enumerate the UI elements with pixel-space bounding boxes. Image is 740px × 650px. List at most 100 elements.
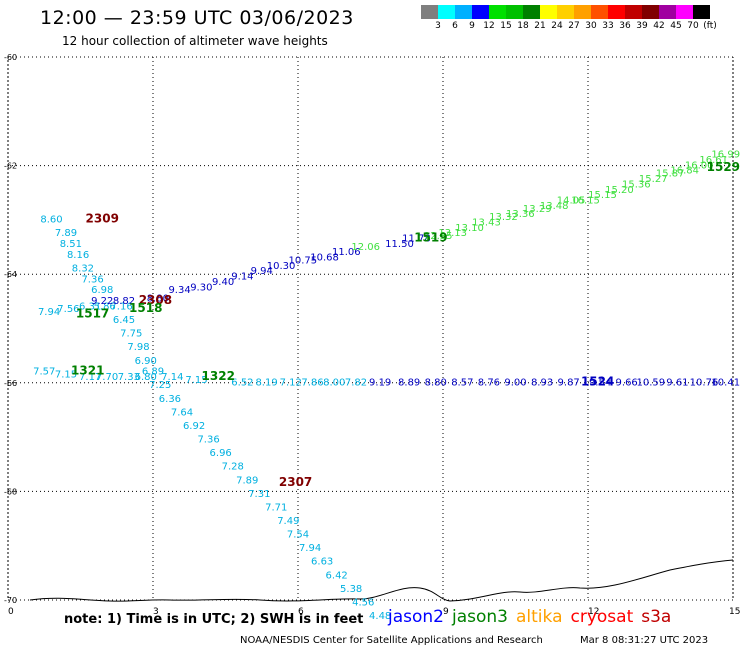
wave-height-label: 10.41 <box>711 378 740 389</box>
x-tick-label: 0 <box>8 607 14 617</box>
wave-height-label: 7.70 <box>96 372 118 383</box>
legend-swatch <box>523 5 540 19</box>
wave-height-label: 16.15 <box>571 196 600 207</box>
y-tick-label: -68 <box>4 487 17 496</box>
wave-height-label: 7.31 <box>248 489 270 500</box>
wave-height-label: 8.16 <box>67 250 89 261</box>
wave-height-label: 13.10 <box>455 223 484 234</box>
wave-height-label: 7.12 <box>280 378 302 389</box>
wave-height-label: 10.59 <box>637 378 666 389</box>
track-label: 1518 <box>129 301 162 315</box>
legend-swatch <box>642 5 659 19</box>
wave-height-label: 9.30 <box>190 282 212 293</box>
y-tick-label: -64 <box>4 270 17 279</box>
wave-height-label: 10.30 <box>267 261 296 272</box>
x-tick-label: 15 <box>729 607 740 617</box>
legend-swatch <box>540 5 557 19</box>
wave-height-label: 13.43 <box>472 217 501 228</box>
wave-height-label: 7.89 <box>55 228 77 239</box>
x-tick-label: 6 <box>298 607 304 617</box>
wave-height-label: 9.54 <box>589 378 611 389</box>
x-tick-label: 3 <box>153 607 159 617</box>
wave-height-label: 13.32 <box>489 212 518 223</box>
wave-height-label: 11.06 <box>332 247 361 258</box>
wave-height-label: 9.14 <box>231 272 253 283</box>
wave-height-label: 8.51 <box>60 239 82 250</box>
legend-swatch <box>625 5 642 19</box>
wave-height-label: 6.45 <box>113 315 135 326</box>
wave-height-label: 8.93 <box>531 378 553 389</box>
satellite-jason3: jason3 <box>452 607 508 627</box>
wave-height-label: 7.14 <box>161 372 183 383</box>
wave-height-label: 8.89 <box>398 378 420 389</box>
page-title: 12:00 — 23:59 UTC 03/06/2023 <box>40 7 354 29</box>
wave-height-label: 7.86 <box>301 378 323 389</box>
wave-height-label: 6.89 <box>142 367 164 378</box>
legend-swatch <box>438 5 455 19</box>
wave-height-label: 16.61 <box>699 155 728 166</box>
wave-height-label: 4.56 <box>352 597 374 608</box>
wave-height-label: 14.05 <box>557 196 586 207</box>
wave-height-label: 15.27 <box>639 174 668 185</box>
wave-height-label: 7.82 <box>345 378 367 389</box>
wave-height-label: 7.15 <box>185 375 207 386</box>
legend-swatch <box>659 5 676 19</box>
satellite-s3a: s3a <box>641 607 672 627</box>
legend-label: 42 <box>653 21 665 31</box>
wave-height-label: 7.25 <box>149 380 171 391</box>
wave-height-label: 9.40 <box>212 277 234 288</box>
track-label: 1517 <box>76 307 109 321</box>
legend-label: 70 <box>687 21 699 31</box>
satellite-altika: altika <box>516 607 563 627</box>
wave-height-label: 7.36 <box>81 274 103 285</box>
wave-height-label: 12.06 <box>351 242 380 253</box>
legend-swatch <box>557 5 574 19</box>
legend-label: 3 <box>435 21 441 31</box>
wave-height-label: 8.00 <box>323 378 345 389</box>
wave-height-label: 9.94 <box>251 266 273 277</box>
wave-height-label: 6.92 <box>183 421 205 432</box>
satellite-cryosat: cryosat <box>570 607 634 627</box>
wave-height-label: 7.57 <box>33 367 55 378</box>
wave-height-label: 9.61 <box>666 378 688 389</box>
wave-height-label: 9.66 <box>616 378 638 389</box>
wave-height-label: 15.36 <box>622 179 651 190</box>
legend-label: 12 <box>483 21 495 31</box>
legend-swatch <box>455 5 472 19</box>
wave-height-label: 8.76 <box>478 378 500 389</box>
legend-label: 39 <box>636 21 648 31</box>
track-label: 2309 <box>86 212 119 226</box>
wave-height-label: 7.64 <box>171 407 193 418</box>
wave-height-label: 8.19 <box>255 378 277 389</box>
legend-swatch <box>574 5 591 19</box>
legend-swatch <box>489 5 506 19</box>
track-label: 1321 <box>71 364 104 378</box>
wave-height-label: 7.17 <box>79 372 101 383</box>
legend-label: (ft) <box>703 21 717 31</box>
legend-swatch <box>693 5 710 19</box>
legend-swatch <box>608 5 625 19</box>
wave-height-label: 8.80 <box>147 293 169 304</box>
track-label: 1529 <box>707 160 740 174</box>
wave-height-label: 7.56 <box>57 304 79 315</box>
wave-height-label: 9.00 <box>504 378 526 389</box>
wave-height-label: 7.71 <box>265 502 287 513</box>
legend-label: 33 <box>602 21 614 31</box>
wave-height-label: 8.82 <box>113 296 135 307</box>
y-tick-label: -70 <box>4 596 17 605</box>
wave-height-label: 16.84 <box>670 166 699 177</box>
wave-height-label: 7.54 <box>287 530 309 541</box>
wave-height-label: 13.48 <box>540 201 569 212</box>
wave-height-label: 7.94 <box>299 543 321 554</box>
wave-height-label: 7.16 <box>110 301 132 312</box>
wave-height-label: 6.90 <box>135 356 157 367</box>
credit-date: Mar 8 08:31:27 UTC 2023 <box>580 635 709 646</box>
wave-height-label: 13.36 <box>506 209 535 220</box>
wave-height-label: 13.29 <box>523 204 552 215</box>
wave-height-label: 8.60 <box>40 215 62 226</box>
coastline <box>29 559 734 602</box>
satellite-jason2: jason2 <box>388 607 444 627</box>
wave-height-label: 8.80 <box>425 378 447 389</box>
track-label: 2308 <box>139 293 172 307</box>
color-legend: 3 6 9 12 15 18 21 24 27 30 33 36 39 42 45 70 (ft) <box>421 5 727 35</box>
